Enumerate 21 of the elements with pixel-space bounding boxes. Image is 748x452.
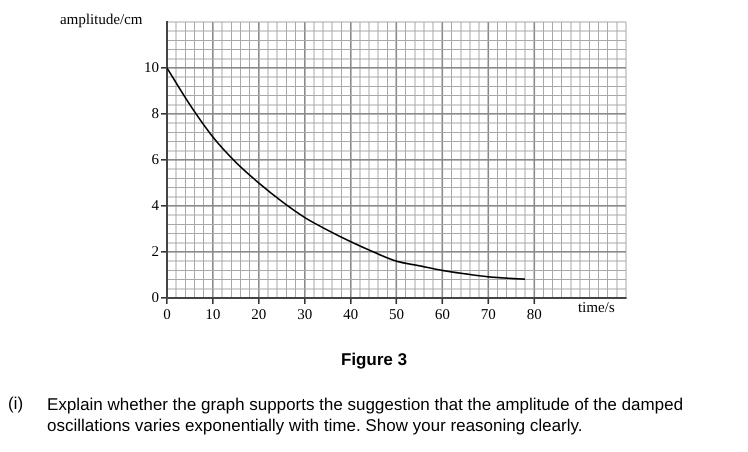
y-tick-label: 6 — [152, 152, 160, 168]
x-tick-label: 30 — [297, 306, 312, 323]
x-tick-label: 80 — [526, 306, 542, 323]
caption: Figure 3 — [340, 350, 408, 370]
x-tick-label: 50 — [389, 306, 404, 323]
y-axis-title: amplitude/cm — [60, 12, 142, 29]
x-tick-label: 0 — [163, 306, 171, 323]
x-tick-label: 20 — [251, 306, 266, 323]
x-tick-label: 10 — [205, 306, 220, 323]
line-series — [167, 67, 526, 280]
x-axis-title: time/s — [578, 300, 615, 317]
y-tick-label: 10 — [144, 60, 159, 76]
text: (i) — [8, 394, 24, 414]
y-tick-label: 4 — [152, 198, 160, 214]
x-tick-label: 70 — [480, 306, 496, 323]
y-tick-label: 8 — [152, 106, 159, 122]
y-tick-label: 0 — [152, 290, 159, 306]
text: Explain whether the graph supports the suggestion that the amplitude of the damped oscillations varies exponentially with time. Show your reasoning clearly. — [47, 394, 684, 436]
y-tick-label: 2 — [152, 244, 159, 260]
x-tick-label: 60 — [434, 306, 450, 323]
x-tick-label: 40 — [343, 306, 358, 323]
